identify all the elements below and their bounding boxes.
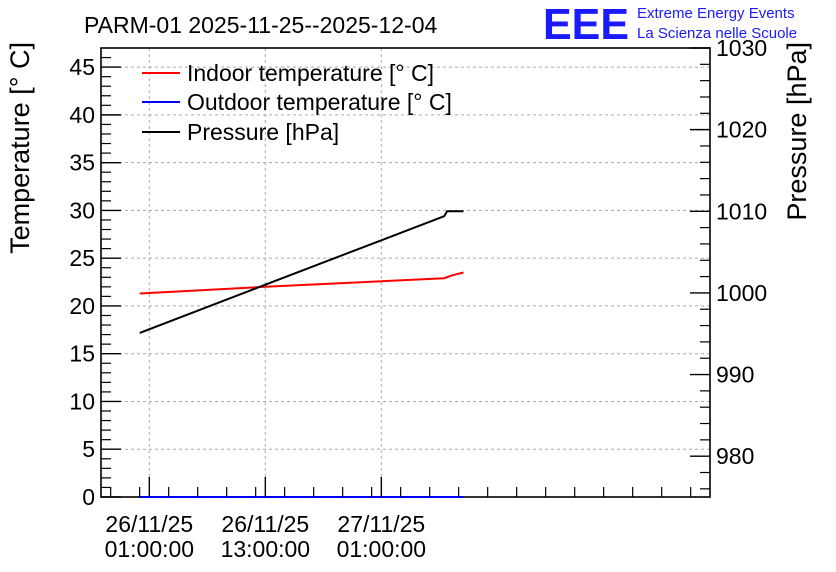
y2-tick-label: 1030 [716,35,767,61]
x-tick-date: 26/11/25 [105,511,193,537]
y-tick-label: 40 [69,102,95,128]
legend: Indoor temperature [° C] Outdoor temperat… [142,60,452,145]
y-axis-title: Temperature [° C] [5,42,35,254]
logo-line-2: La Scienza nelle Scuole [637,25,797,42]
legend-label: Outdoor temperature [° C] [187,89,452,115]
y2-axis-title: Pressure [hPa] [782,42,812,221]
y2-tick-label: 990 [716,362,754,388]
y-tick-label: 0 [82,484,95,510]
y-tick-label: 20 [69,293,95,319]
y-tick-label: 15 [69,341,95,367]
y-tick-label: 25 [69,245,95,271]
y-tick-label: 10 [69,388,95,414]
series-group [139,210,464,498]
y2-tick-label: 1020 [716,117,767,143]
series-line-pressure-hpa [139,210,464,334]
eee-logo: EEE Extreme Energy Events La Scienza nel… [543,0,797,49]
y2-tick-label: 1000 [716,280,767,306]
x-tick-labels: 26/11/2501:00:0026/11/2513:00:0027/11/25… [105,511,427,562]
chart-title: PARM-01 2025-11-25--2025-12-04 [84,12,437,38]
y-tick-label: 30 [69,197,95,223]
y-tick-label: 45 [69,54,95,80]
x-tick-time: 01:00:00 [337,536,427,562]
y-tick-labels: 0 5 10 15 20 25 30 35 40 45 [69,54,95,510]
axis-ticks [101,47,710,498]
y-tick-label: 35 [69,150,95,176]
grid [101,48,710,497]
series-line-indoor-temperature-c [139,271,464,295]
x-tick-date: 26/11/25 [221,511,309,537]
y-tick-label: 5 [82,436,95,462]
logo-mark: EEE [543,0,629,49]
y2-tick-label: 980 [716,443,754,469]
legend-label: Pressure [hPa] [187,119,339,145]
legend-label: Indoor temperature [° C] [187,60,434,86]
x-tick-time: 13:00:00 [221,536,311,562]
y2-tick-labels: 980 990 1000 1010 1020 1030 [716,35,767,469]
x-tick-date: 27/11/25 [337,511,425,537]
y2-tick-label: 1010 [716,198,767,224]
logo-line-1: Extreme Energy Events [637,5,795,22]
x-tick-time: 01:00:00 [105,536,195,562]
